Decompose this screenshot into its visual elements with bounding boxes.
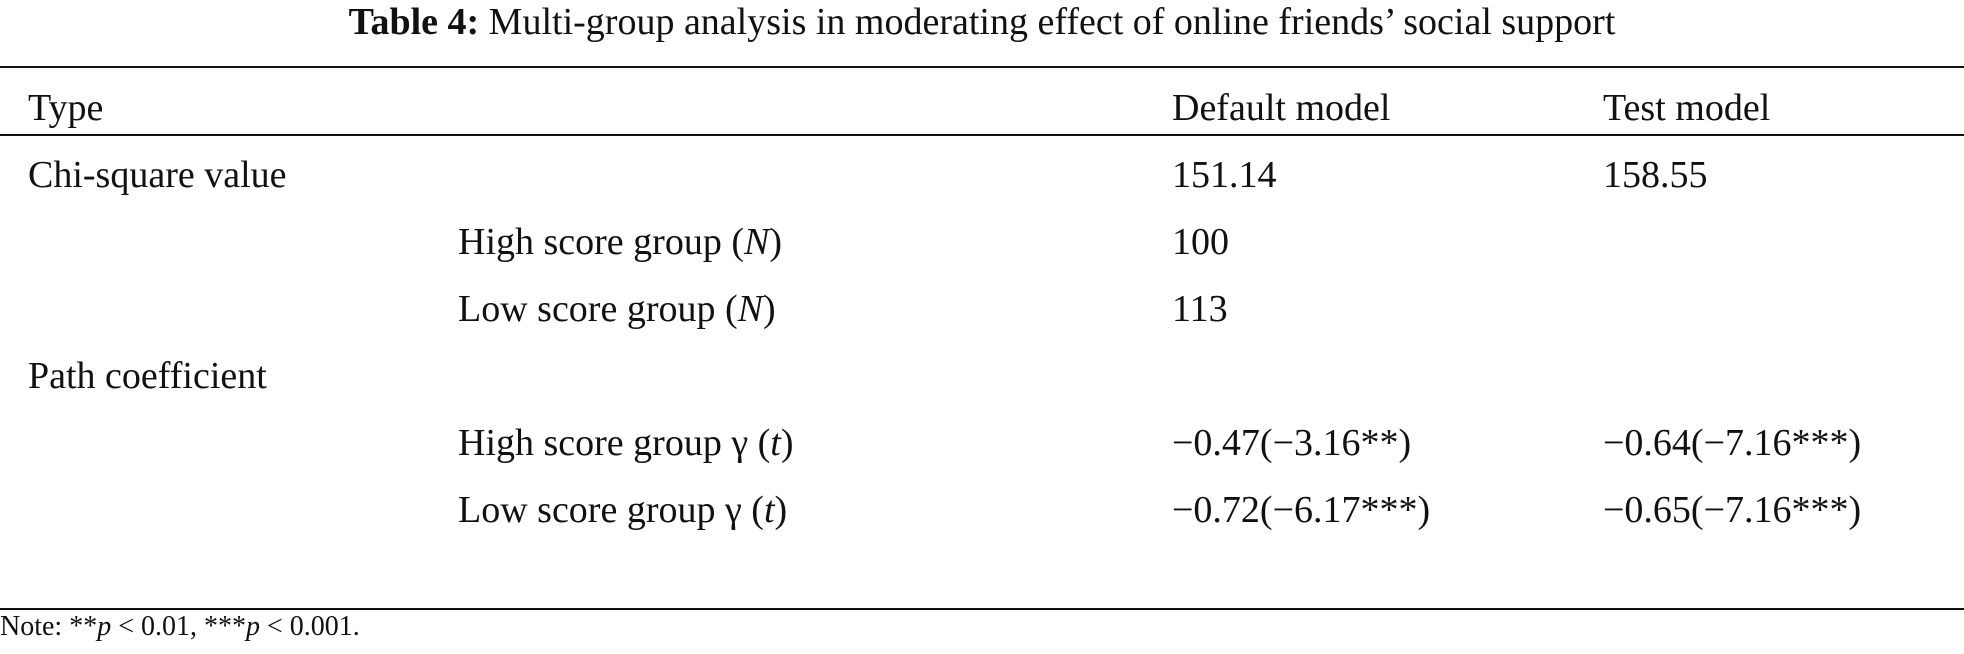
header-test-model: Test model bbox=[1603, 87, 1771, 129]
default-value: 113 bbox=[1172, 288, 1228, 330]
row-label: Chi-square value bbox=[28, 154, 287, 196]
row-label: Low score group (N) bbox=[458, 288, 776, 330]
header-rule bbox=[0, 134, 1964, 136]
bottom-rule bbox=[0, 608, 1964, 610]
row-label: Low score group γ (t) bbox=[458, 489, 788, 531]
default-value: −0.47(−3.16**) bbox=[1172, 422, 1412, 464]
row-label: Path coefficient bbox=[28, 355, 267, 397]
test-value: −0.64(−7.16***) bbox=[1603, 422, 1862, 464]
default-value: −0.72(−6.17***) bbox=[1172, 489, 1431, 531]
test-value: 158.55 bbox=[1603, 154, 1708, 196]
row-label: High score group (N) bbox=[458, 221, 783, 263]
default-value: 100 bbox=[1172, 221, 1229, 263]
default-value: 151.14 bbox=[1172, 154, 1277, 196]
table-note: Note: **p < 0.01, ***p < 0.001. bbox=[0, 611, 360, 642]
table-title: Multi-group analysis in moderating effec… bbox=[488, 1, 1616, 43]
top-rule bbox=[0, 66, 1964, 68]
header-type: Type bbox=[28, 87, 104, 129]
table-caption: Table 4: Multi-group analysis in moderat… bbox=[0, 2, 1964, 42]
row-label: High score group γ (t) bbox=[458, 422, 794, 464]
header-default-model: Default model bbox=[1172, 87, 1391, 129]
test-value: −0.65(−7.16***) bbox=[1603, 489, 1862, 531]
table-label: Table 4: bbox=[348, 1, 480, 43]
